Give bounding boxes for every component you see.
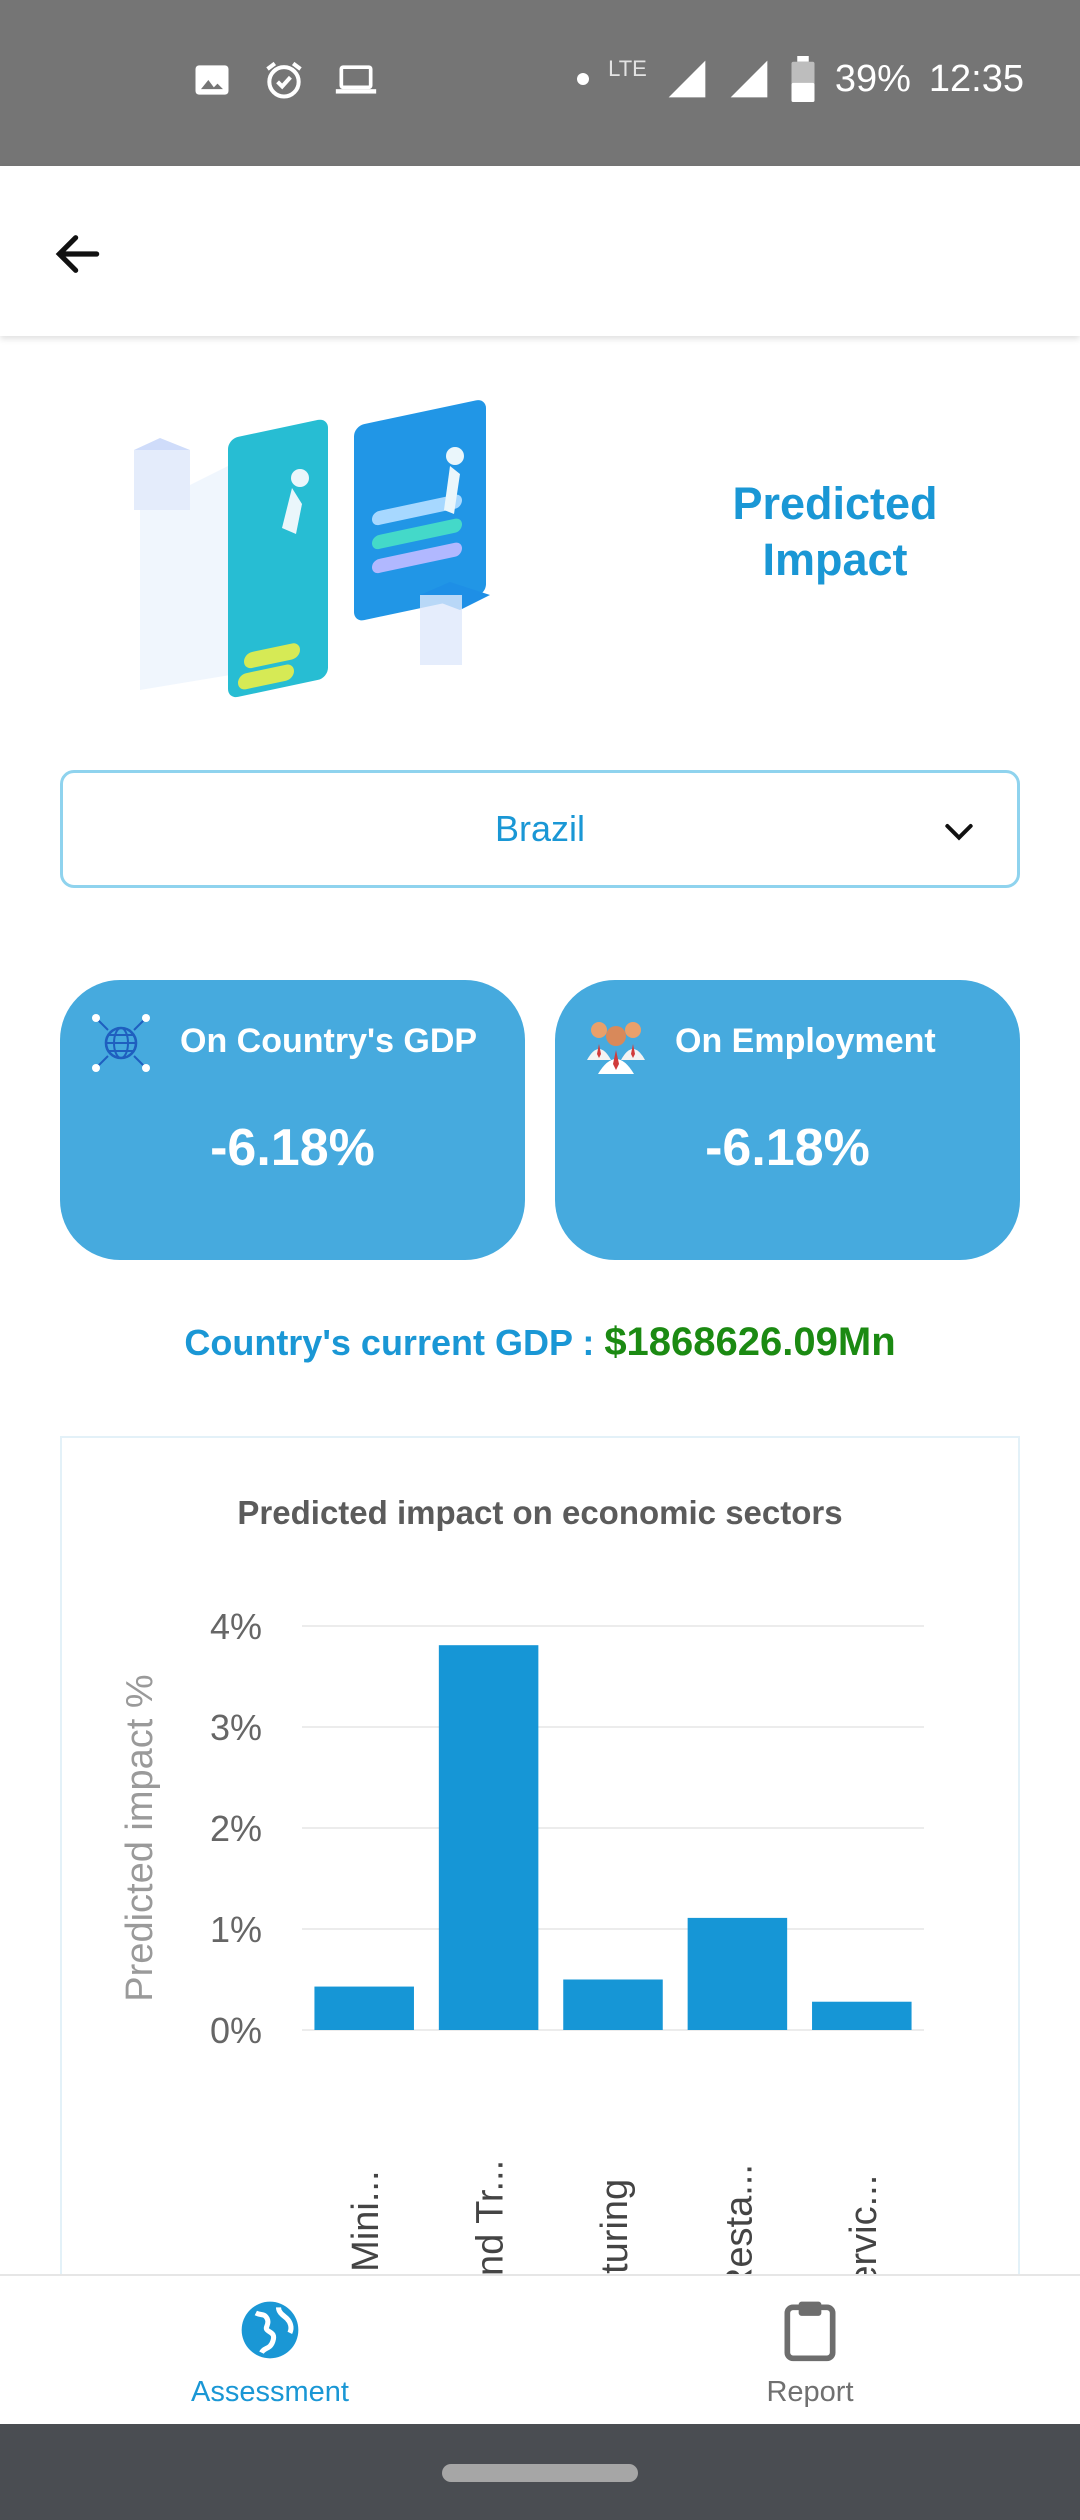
alarm-check-icon	[266, 61, 302, 99]
y-tick-label: 1%	[210, 1909, 262, 1950]
battery-icon	[791, 56, 815, 102]
current-gdp-label: Country's current GDP :	[184, 1322, 605, 1363]
people-group-icon	[587, 1022, 645, 1074]
y-tick-label: 0%	[210, 2010, 262, 2051]
gdp-card-label: On Country's GDP	[180, 1022, 478, 1060]
status-bar: LTE 39% 12:35	[0, 0, 1080, 166]
laptop-icon	[335, 65, 377, 94]
home-gesture-pill[interactable]	[442, 2464, 638, 2482]
gdp-impact-card: On Country's GDP -6.18%	[60, 980, 525, 1260]
employment-impact-card: On Employment -6.18%	[555, 980, 1020, 1260]
bottom-navigation: Assessment Report	[0, 2274, 1080, 2424]
chevron-down-icon	[945, 824, 973, 841]
bar[interactable]	[314, 1986, 414, 2030]
gdp-card-value: -6.18%	[210, 1119, 375, 1177]
nav-report[interactable]: Report	[540, 2276, 1080, 2426]
back-button[interactable]	[40, 216, 116, 292]
arrow-left-icon	[55, 235, 100, 273]
dot-icon	[577, 73, 590, 85]
system-icons: LTE 39% 12:35	[576, 56, 1024, 102]
y-tick-label: 4%	[210, 1606, 262, 1647]
nav-assessment[interactable]: Assessment	[0, 2276, 540, 2426]
nav-report-label: Report	[766, 2376, 854, 2408]
current-gdp-line: Country's current GDP : $1868626.09Mn	[0, 1320, 1080, 1365]
signal-icon-2	[730, 60, 768, 98]
battery-percent: 39%	[834, 57, 911, 100]
notification-icons	[190, 58, 378, 102]
chart-title: Predicted impact on economic sectors	[237, 1494, 843, 1531]
app-bar	[0, 166, 1080, 336]
clipboard-icon	[784, 2301, 836, 2362]
clock: 12:35	[928, 57, 1024, 100]
hero-illustration	[134, 400, 490, 698]
bar[interactable]	[687, 1917, 788, 2030]
page-title: Predicted Impact	[732, 478, 938, 585]
image-icon	[195, 65, 229, 95]
employment-card-value: -6.18%	[705, 1119, 870, 1177]
globe-icon	[241, 2301, 299, 2359]
bar[interactable]	[563, 1979, 663, 2031]
country-dropdown-value: Brazil	[494, 808, 586, 849]
y-axis-label: Predicted impact %	[119, 1674, 161, 2001]
nav-assessment-label: Assessment	[191, 2376, 349, 2408]
bar[interactable]	[438, 1645, 539, 2030]
y-tick-label: 3%	[210, 1707, 262, 1748]
current-gdp-value: $1868626.09Mn	[604, 1320, 896, 1364]
system-navigation-bar	[0, 2424, 1080, 2520]
signal-icon	[668, 60, 706, 98]
globe-network-icon	[92, 1014, 150, 1072]
network-type: LTE	[608, 56, 647, 81]
bar[interactable]	[812, 2001, 912, 2030]
employment-card-label: On Employment	[675, 1022, 936, 1060]
country-dropdown[interactable]: Brazil	[60, 770, 1020, 888]
y-tick-label: 2%	[210, 1808, 262, 1849]
